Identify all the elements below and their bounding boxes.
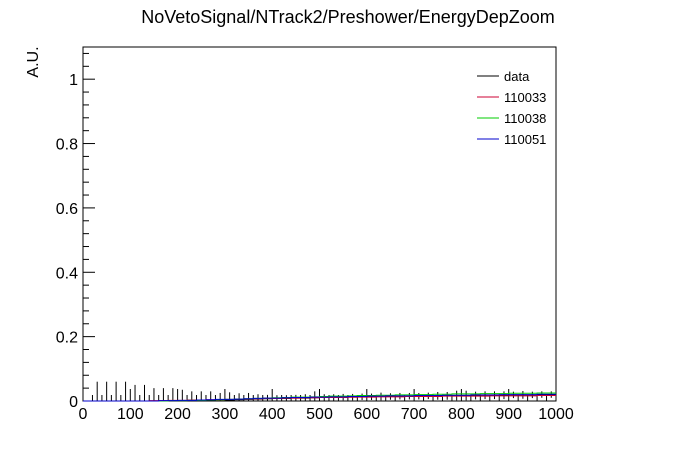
series-110051 — [83, 393, 556, 402]
series-data — [83, 46, 556, 401]
y-tick-label: 0.4 — [56, 265, 78, 282]
x-tick-label: 200 — [164, 406, 191, 423]
legend-entry: data — [504, 69, 530, 84]
legend-entry: 110051 — [504, 132, 546, 147]
y-tick-label: 1 — [69, 72, 78, 89]
chart-title: NoVetoSignal/NTrack2/Preshower/EnergyDep… — [141, 7, 555, 27]
y-tick-label: 0 — [69, 394, 78, 411]
plot-frame — [82, 46, 557, 402]
data-point — [253, 394, 263, 401]
data-point — [243, 392, 254, 401]
data-point — [499, 391, 509, 400]
x-tick-label: 100 — [117, 406, 144, 423]
data-point — [310, 391, 320, 401]
legend-entry: 110033 — [504, 90, 546, 105]
x-tick-label: 0 — [79, 406, 88, 423]
legend: data 110033 110038 110051 — [477, 69, 546, 147]
series-line — [83, 393, 556, 402]
x-tick-label: 600 — [353, 406, 380, 423]
legend-entry: 110038 — [504, 111, 546, 126]
x-tick-label: 1000 — [538, 406, 574, 423]
x-tick-label: 300 — [212, 406, 239, 423]
y-tick-label: 0.2 — [56, 330, 78, 347]
x-tick-label: 500 — [306, 406, 333, 423]
data-point — [234, 393, 244, 401]
x-tick-label: 800 — [448, 406, 475, 423]
data-point — [470, 391, 481, 400]
y-axis-label: A.U. — [25, 46, 42, 77]
y-tick-label: 0.8 — [56, 137, 78, 154]
x-tick-label: 700 — [401, 406, 428, 423]
y-tick-label: 0.6 — [56, 201, 78, 218]
plot-area: 0 100 200 300 400 500 600 700 800 900 1000 0 0.2 0.4 0… — [56, 46, 574, 423]
x-tick-label: 400 — [259, 406, 286, 423]
x-tick-label: 900 — [495, 406, 522, 423]
